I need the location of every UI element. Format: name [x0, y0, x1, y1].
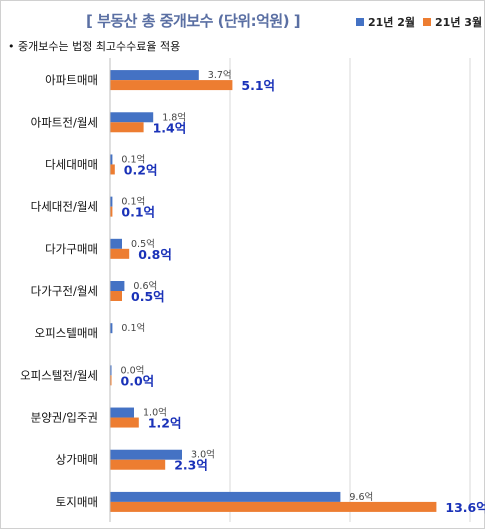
data-label-mar: 1.4억 — [153, 120, 187, 135]
bar-mar — [110, 80, 233, 91]
bar-feb — [110, 154, 113, 165]
bar-mar — [110, 248, 130, 259]
data-label-feb: 0.5억 — [131, 238, 155, 250]
legend: 21년 2월 21년 3월 — [356, 14, 482, 30]
category-label: 다가구매매 — [45, 242, 98, 256]
legend-swatch-mar — [423, 18, 432, 26]
bar-mar — [110, 459, 166, 470]
data-label-mar: 0.2억 — [124, 162, 158, 177]
category-label: 오피스텔전/월세 — [20, 368, 98, 382]
bar-feb — [110, 238, 122, 249]
data-label-mar: 0.8억 — [138, 247, 172, 262]
data-label-mar: 2.3억 — [174, 458, 208, 473]
data-label-mar: 0.1억 — [121, 205, 155, 220]
bar-mar — [110, 122, 144, 133]
bar-mar — [110, 375, 112, 386]
bar-mar — [110, 501, 437, 512]
bar-mar — [110, 291, 122, 301]
data-label-feb: 0.1억 — [121, 153, 145, 165]
data-label-feb: 9.6억 — [349, 491, 373, 503]
category-label: 토지매매 — [56, 495, 98, 509]
bar-feb — [110, 491, 341, 502]
legend-item-feb: 21년 2월 — [356, 14, 415, 30]
legend-label-feb: 21년 2월 — [368, 16, 416, 29]
bar-feb — [110, 407, 134, 418]
data-label-feb: 0.1억 — [121, 322, 145, 334]
data-label-mar: 5.1억 — [241, 78, 275, 93]
data-label-feb: 3.0억 — [191, 449, 215, 461]
data-label-feb: 0.0억 — [121, 364, 145, 376]
data-label-mar: 1.2억 — [148, 416, 182, 431]
category-label: 다가구전/월세 — [31, 284, 98, 298]
category-label: 다세대매매 — [45, 157, 98, 171]
bar-feb — [110, 112, 154, 123]
bar-feb — [110, 281, 125, 291]
bar-mar — [110, 417, 139, 428]
bar-feb — [110, 70, 199, 81]
bar-feb — [110, 365, 112, 376]
category-label: 아파트전/월세 — [31, 115, 98, 129]
legend-label-mar: 21년 3월 — [435, 16, 483, 29]
chart-title: [ 부동산 총 중개보수 (단위:억원) ] — [86, 12, 301, 30]
category-label: 상가매매 — [56, 453, 98, 467]
legend-item-mar: 21년 3월 — [423, 14, 482, 30]
footnote: • 중개보수는 법정 최고수수료율 적용 — [8, 40, 181, 53]
data-label-feb: 0.1억 — [121, 196, 145, 208]
data-label-mar: 13.6억 — [445, 500, 485, 515]
bar-feb — [110, 323, 113, 334]
category-label: 오피스텔매매 — [35, 326, 98, 340]
data-label-feb: 3.7억 — [208, 69, 232, 81]
data-label-mar: 0.0억 — [121, 373, 155, 388]
category-label: 분양권/입주권 — [31, 411, 98, 425]
bar-feb — [110, 449, 182, 460]
legend-swatch-feb — [356, 18, 364, 26]
bar-mar — [110, 206, 113, 217]
category-label: 아파트매매 — [45, 73, 98, 87]
data-label-feb: 1.8억 — [162, 111, 186, 123]
category-label: 다세대전/월세 — [31, 200, 98, 214]
data-label-feb: 0.6억 — [133, 280, 157, 292]
data-label-mar: 0.5억 — [131, 289, 165, 304]
bar-mar — [110, 164, 115, 175]
bar-feb — [110, 196, 113, 207]
data-label-feb: 1.0억 — [143, 407, 167, 419]
